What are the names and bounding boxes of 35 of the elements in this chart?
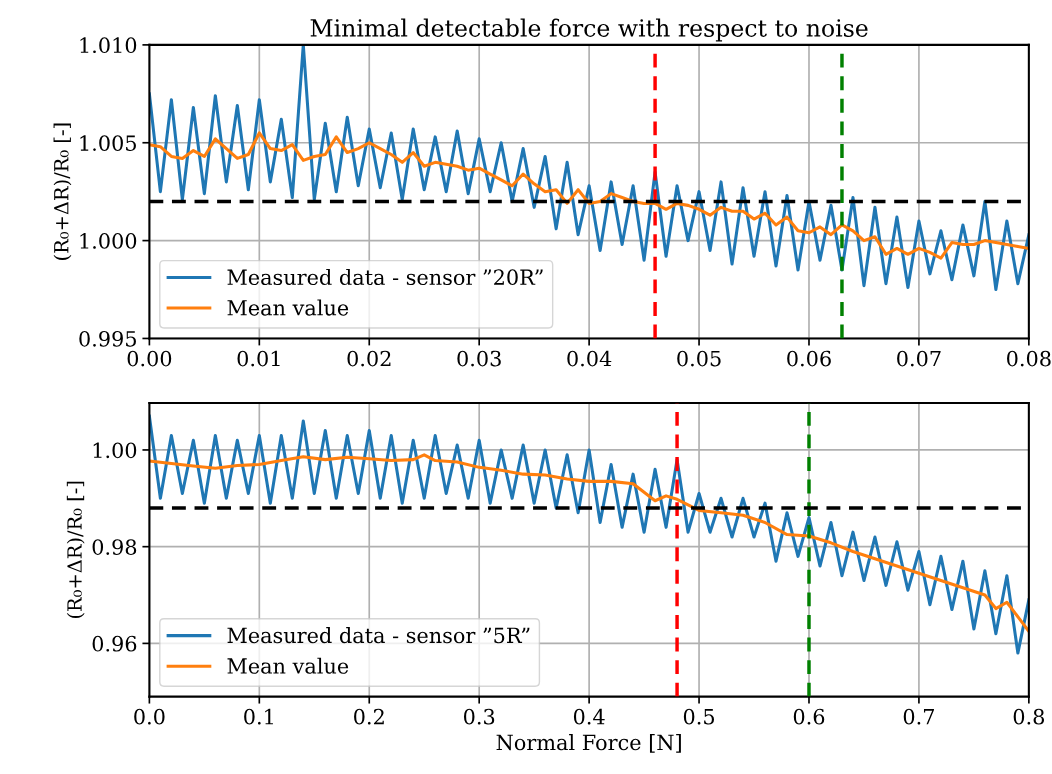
x-tick-label: 0.04 xyxy=(567,350,612,367)
legend-label: Mean value xyxy=(227,657,349,674)
x-tick-label: 0.7 xyxy=(903,708,934,725)
x-axis-title: Normal Force [N] xyxy=(496,734,681,753)
x-tick-label: 0.0 xyxy=(134,708,165,725)
y-tick-label: 0.98 xyxy=(92,539,137,555)
y-tick-label: 1.010 xyxy=(80,37,137,54)
y-tick-label: 1.000 xyxy=(80,233,137,249)
y-axis-title: (R₀+ΔR)/R₀ [-] xyxy=(66,481,85,619)
y-tick-label: 1.005 xyxy=(80,135,136,151)
x-tick-label: 0.3 xyxy=(463,708,495,725)
y-tick-label: 0.96 xyxy=(92,635,137,652)
x-tick-label: 0.4 xyxy=(573,708,605,725)
legend-label: Measured data - sensor ”20R” xyxy=(227,268,543,286)
y-axis-title: (R₀+ΔR)/R₀ [-] xyxy=(53,123,72,260)
x-tick-label: 0.03 xyxy=(457,350,501,367)
x-tick-label: 0.01 xyxy=(237,350,280,367)
line-series xyxy=(149,414,1029,655)
x-tick-label: 0.05 xyxy=(677,350,721,367)
x-tick-label: 0.1 xyxy=(244,708,273,725)
x-tick-label: 0.08 xyxy=(1007,350,1051,367)
x-tick-label: 0.6 xyxy=(793,708,825,725)
x-tick-label: 0.8 xyxy=(1013,708,1045,725)
x-tick-label: 0.2 xyxy=(354,708,384,725)
x-tick-label: 0.5 xyxy=(683,708,715,725)
x-tick-label: 0.00 xyxy=(127,350,172,367)
x-tick-label: 0.06 xyxy=(787,350,831,367)
legend-label: Measured data - sensor ”5R” xyxy=(227,627,530,644)
legend-label: Mean value xyxy=(227,299,349,316)
x-tick-label: 0.07 xyxy=(897,350,941,367)
chart-title: Minimal detectable force with respect to noise xyxy=(310,18,868,42)
y-tick-label: 0.995 xyxy=(79,330,136,347)
x-tick-label: 0.02 xyxy=(347,350,391,367)
y-tick-label: 1.00 xyxy=(93,442,137,459)
line-series xyxy=(149,131,1029,260)
